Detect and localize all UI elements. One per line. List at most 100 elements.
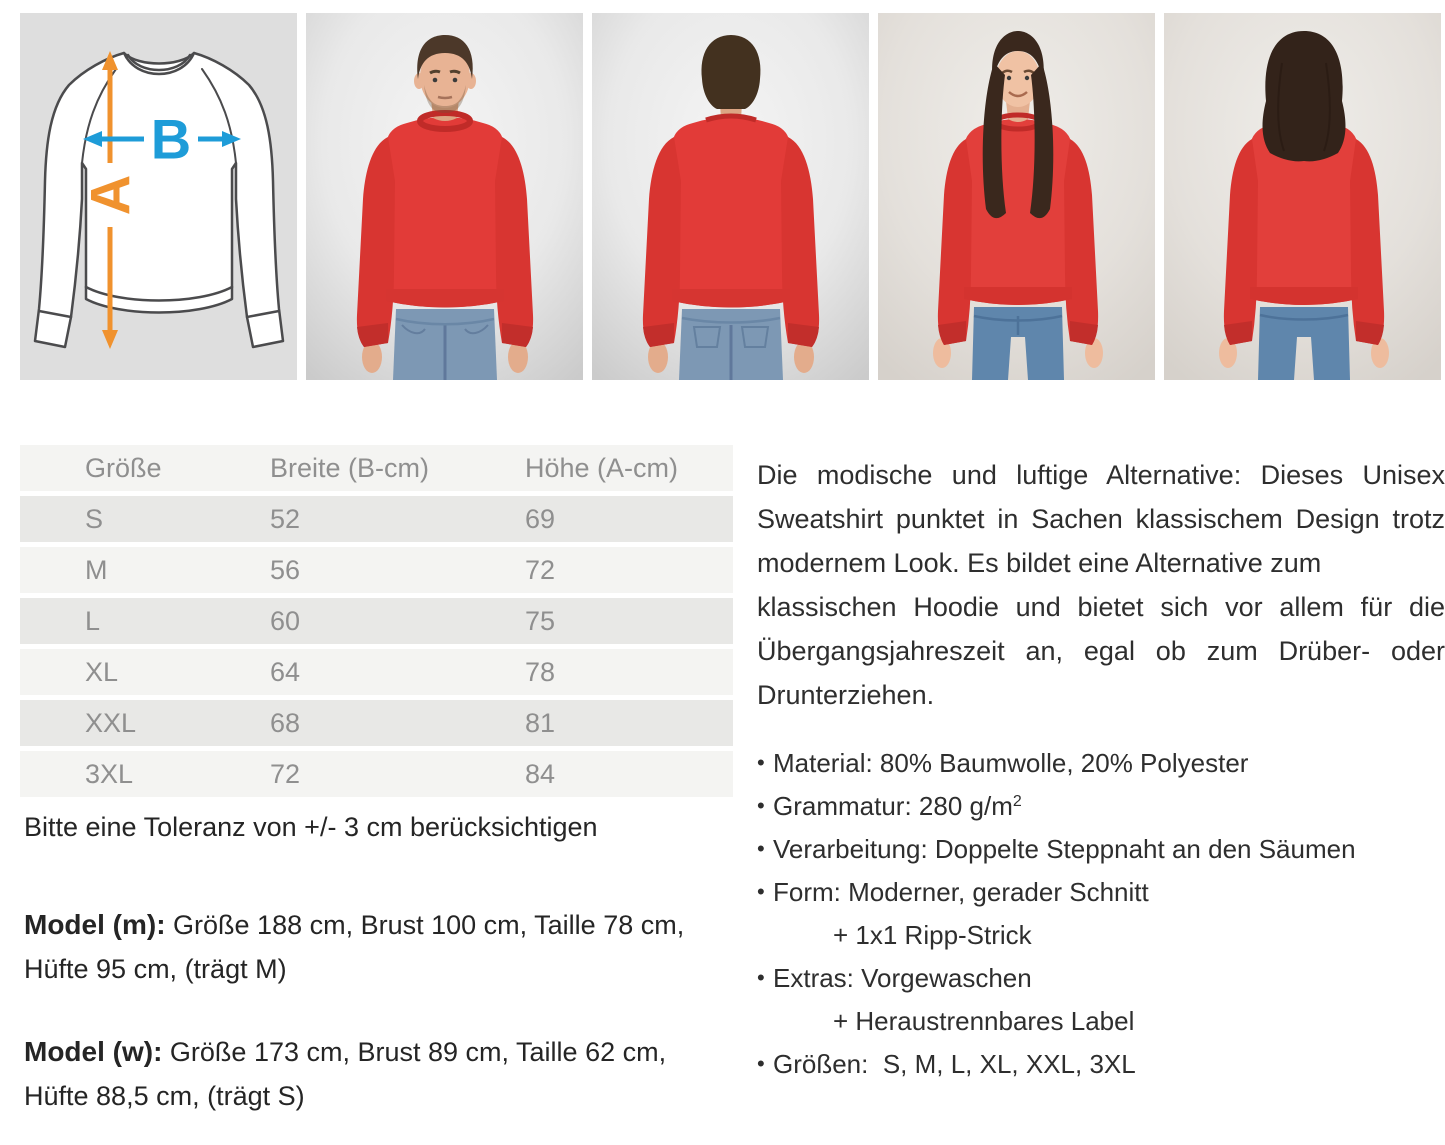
size-table-header-row: Größe Breite (B-cm) Höhe (A-cm) <box>20 445 733 491</box>
col-header-height: Höhe (A-cm) <box>525 452 679 483</box>
hair <box>701 35 761 109</box>
sweatshirt <box>1223 119 1385 345</box>
table-row: M 56 72 <box>20 547 733 593</box>
hair <box>1262 31 1346 162</box>
bullet-icon: • <box>757 793 765 818</box>
photo-woman-back <box>1164 13 1441 380</box>
width-arrow-b <box>83 131 241 147</box>
product-image-gallery: A B <box>20 13 1441 380</box>
right-hand <box>508 341 528 373</box>
jeans <box>1258 307 1350 380</box>
col-header-width: Breite (B-cm) <box>270 452 430 483</box>
table-row: XL 64 78 <box>20 649 733 695</box>
bullet-icon: • <box>757 1051 765 1076</box>
cell-width: 56 <box>270 554 301 585</box>
model-w-text: Größe 173 cm, Brust 89 cm, Taille 62 cm,… <box>24 1037 667 1111</box>
feature-list: • Material: 80% Baumwolle, 20% Polyester … <box>757 742 1445 1086</box>
cell-size: S <box>85 503 104 534</box>
cell-height: 81 <box>525 707 556 738</box>
man-back-illustration <box>592 13 869 380</box>
left-hand <box>362 341 382 373</box>
head <box>1262 31 1346 162</box>
woman-front-illustration <box>878 13 1155 380</box>
feature-material: • Material: 80% Baumwolle, 20% Polyester <box>757 742 1445 785</box>
photo-man-front <box>306 13 583 380</box>
feature-verarbeitung: • Verarbeitung: Doppelte Steppnaht an den… <box>757 828 1445 871</box>
size-diagram-illustration: A B <box>20 13 297 380</box>
cell-height: 84 <box>525 758 556 789</box>
cell-height: 69 <box>525 503 556 534</box>
description-line: Sweatshirt punktet in Sachen klassischem… <box>757 504 1445 534</box>
bullet-icon: • <box>757 836 765 861</box>
table-row: 3XL 72 84 <box>20 751 733 797</box>
cell-size: M <box>85 554 108 585</box>
collar <box>417 110 473 132</box>
left-hand <box>1219 338 1237 368</box>
feature-extras: • Extras: Vorgewaschen <box>757 957 1445 1000</box>
feature-grammatur: • Grammatur: 280 g/m2 <box>757 785 1445 828</box>
head <box>701 35 761 109</box>
model-m-info: Model (m): Größe 188 cm, Brust 100 cm, T… <box>24 903 730 991</box>
head <box>982 31 1054 219</box>
back-collar <box>705 113 757 123</box>
cell-width: 60 <box>270 605 301 636</box>
left-hand <box>933 338 951 368</box>
hair-top <box>992 31 1044 83</box>
sweatshirt <box>356 117 534 347</box>
model-m-text: Größe 188 cm, Brust 100 cm, Taille 78 cm… <box>24 910 685 984</box>
right-hand <box>1371 338 1389 368</box>
cell-width: 72 <box>270 758 301 789</box>
bullet-icon: • <box>757 965 765 990</box>
description-line: modernem Look. Es bildet eine Alternativ… <box>757 548 1322 578</box>
feature-form: • Form: Moderner, gerader Schnitt <box>757 871 1445 914</box>
man-front-illustration <box>306 13 583 380</box>
tolerance-note: Bitte eine Toleranz von +/- 3 cm berücks… <box>24 812 598 842</box>
model-w-info: Model (w): Größe 173 cm, Brust 89 cm, Ta… <box>24 1030 730 1118</box>
cell-height: 78 <box>525 656 556 687</box>
description-line: Die modische und luftige Alternative: Di… <box>757 460 1445 490</box>
right-hand <box>1085 338 1103 368</box>
sweatshirt-outline <box>33 51 285 349</box>
cell-width: 52 <box>270 503 301 534</box>
superscript: 2 <box>1012 793 1022 810</box>
head <box>414 35 476 113</box>
size-table: Größe Breite (B-cm) Höhe (A-cm) S 52 69 … <box>20 445 733 802</box>
model-w-label: Model (w): <box>24 1036 163 1067</box>
sweatshirt <box>642 113 820 347</box>
table-row: S 52 69 <box>20 496 733 542</box>
description-line: Übergangsjahreszeit an, egal ob zum Drüb… <box>757 636 1445 666</box>
cell-width: 64 <box>270 656 301 687</box>
cell-size: XL <box>85 656 119 687</box>
cell-height: 75 <box>525 605 556 636</box>
beard <box>424 85 466 113</box>
cell-height: 72 <box>525 554 556 585</box>
model-m-label: Model (m): <box>24 909 166 940</box>
hair-left <box>982 63 1006 219</box>
product-description: Die modische und luftige Alternative: Di… <box>757 453 1445 717</box>
left-hand <box>648 341 668 373</box>
hair <box>417 35 473 79</box>
feature-form-extra: + 1x1 Ripp-Strick <box>833 920 1032 950</box>
cell-width: 68 <box>270 707 301 738</box>
bullet-icon: • <box>757 750 765 775</box>
woman-back-illustration <box>1164 13 1441 380</box>
cell-size: L <box>85 605 101 636</box>
right-hand <box>794 341 814 373</box>
feature-extras-extra: + Heraustrennbares Label <box>833 1006 1135 1036</box>
diagram-label-a: A <box>79 175 142 215</box>
col-header-size: Größe <box>85 452 162 483</box>
jeans <box>972 307 1064 380</box>
size-diagram-panel: A B <box>20 13 297 380</box>
diagram-label-b: B <box>151 108 191 171</box>
description-line: Drunterziehen. <box>757 680 935 710</box>
bullet-icon: • <box>757 879 765 904</box>
hair-right <box>1030 63 1054 219</box>
description-line: klassischen Hoodie und bietet sich vor a… <box>757 592 1445 622</box>
table-row: L 60 75 <box>20 598 733 644</box>
jeans <box>393 309 497 380</box>
jeans <box>679 309 783 380</box>
photo-man-back <box>592 13 869 380</box>
height-arrow-a <box>102 51 118 349</box>
cell-size: 3XL <box>85 758 134 789</box>
cell-size: XXL <box>85 707 137 738</box>
